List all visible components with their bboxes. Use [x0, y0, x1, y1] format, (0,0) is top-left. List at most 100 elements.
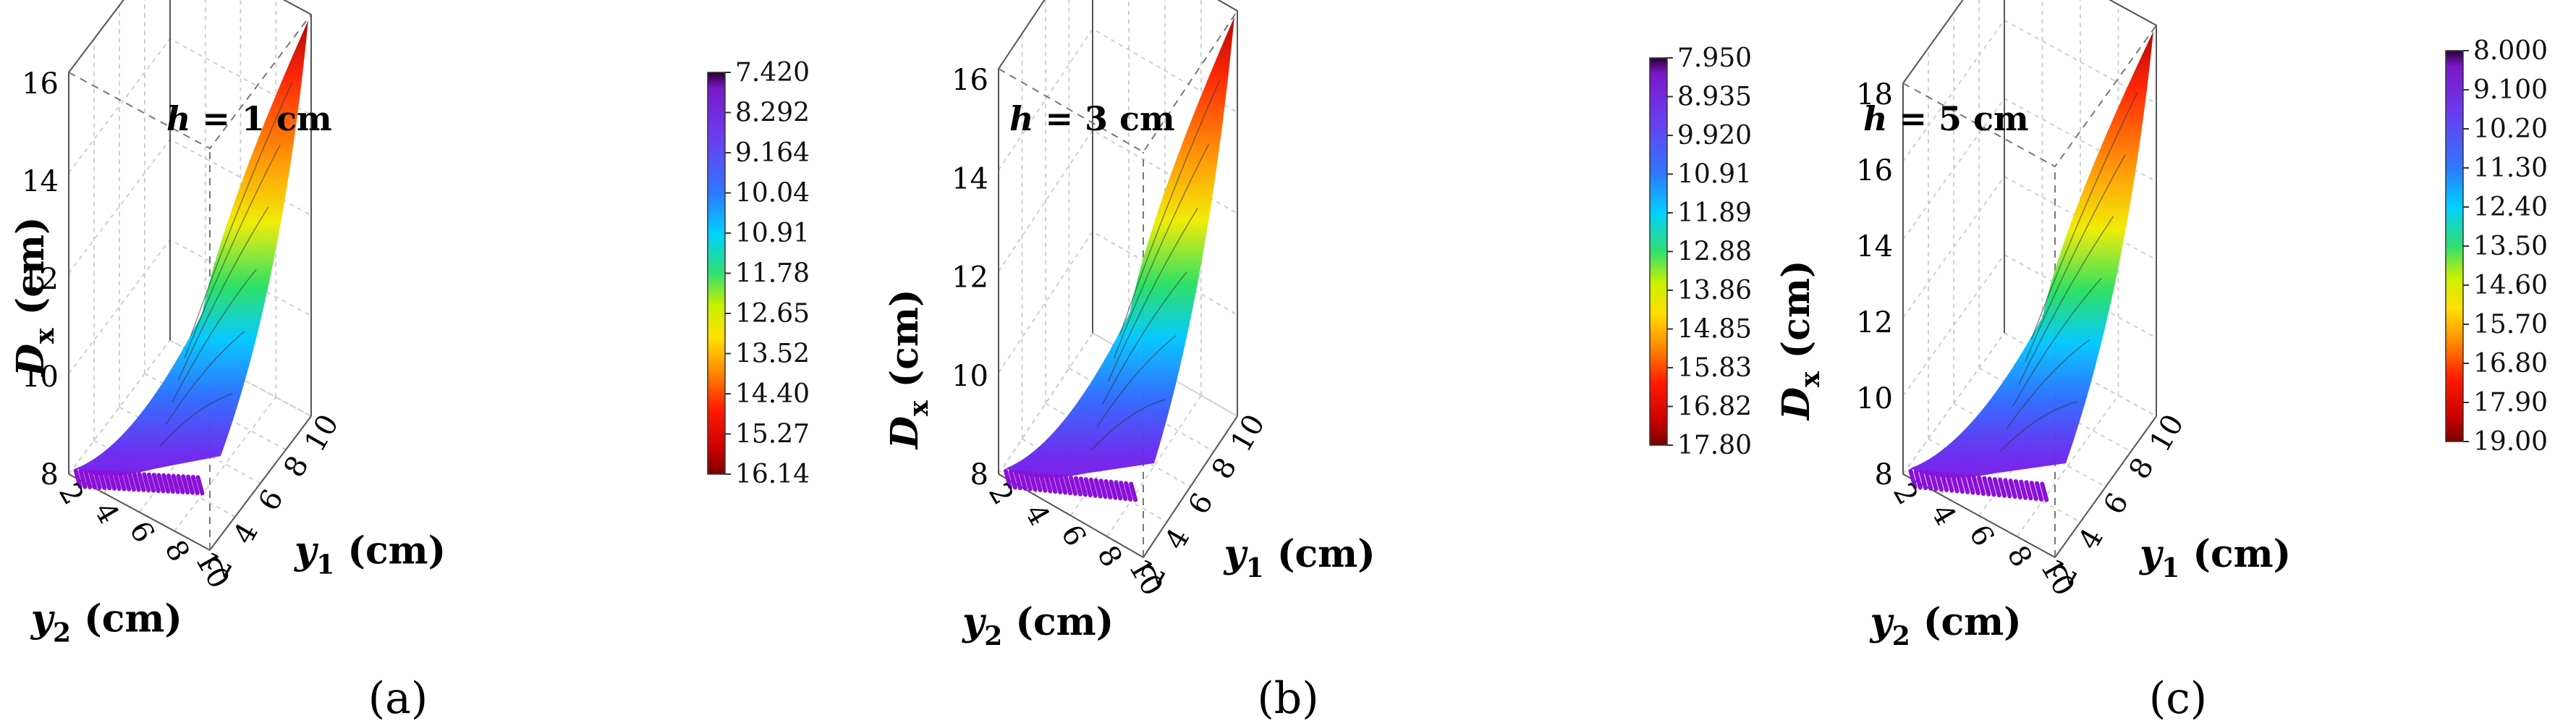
surface-edge-mark	[171, 473, 180, 494]
panel-caption: (c)	[2149, 673, 2207, 724]
z-axis-label: Dx (cm)	[883, 289, 934, 450]
contour-line	[2000, 400, 2078, 452]
y-axis-label: y1 (cm)	[2139, 532, 2291, 583]
x-tick-label: 4	[1018, 499, 1056, 531]
y-tick-label: 4	[226, 518, 265, 550]
colorbar-tick-label: 11.89	[1677, 198, 1752, 228]
surface-plot	[1910, 31, 2153, 478]
contour-line	[2030, 92, 2138, 340]
contour-line	[171, 269, 257, 403]
x-tick-label: 8	[1090, 540, 1129, 573]
colorbar-tick-label: 13.52	[735, 339, 810, 369]
surface-edge-mark	[1064, 475, 1073, 496]
y-tick-label: 4	[2072, 523, 2110, 555]
x-axis-label: y2 (cm)	[1870, 600, 2022, 651]
surface-edge-mark	[195, 475, 205, 496]
z-tick-label: 8	[1875, 458, 1893, 491]
contour-line	[190, 82, 293, 336]
surface-edge-mark	[1919, 470, 1928, 491]
surface-edge-mark	[1093, 478, 1103, 499]
x-axis-label: y2 (cm)	[962, 600, 1114, 651]
surface-edge-mark	[1982, 476, 1991, 497]
colorbar-tick-label: 12.40	[2473, 193, 2548, 222]
z-axis-label: Dx (cm)	[1774, 260, 1826, 421]
surface-edge-mark	[1103, 478, 1113, 499]
contour-line	[1113, 143, 1209, 358]
surface-edge-mark	[73, 468, 82, 489]
grid-line	[1106, 394, 1202, 537]
colorbar-tick-label: 11.78	[735, 259, 810, 289]
contour-line	[2006, 339, 2090, 429]
surface-edge-mark	[1109, 479, 1118, 500]
colorbar-tick-label: 14.85	[1677, 315, 1752, 345]
surface-edge-mark	[1098, 478, 1108, 499]
surface-edge-mark	[1083, 477, 1093, 498]
panel-annotation: h = 5 cm	[1863, 99, 2029, 138]
colorbar-tick-label: 10.91	[735, 219, 810, 248]
surface-edge-mark	[1033, 472, 1043, 493]
z-axis-label: Dx (cm)	[9, 216, 60, 378]
colorbar-tick-label: 9.100	[2473, 75, 2548, 105]
surface-edge-mark	[190, 475, 200, 496]
colorbar	[1649, 57, 1668, 446]
surface-edge-mark	[161, 473, 171, 494]
z-tick-label: 16	[1856, 154, 1893, 187]
surface-edge-mark	[1929, 470, 1939, 491]
surface-edge-mark	[1961, 473, 1970, 494]
surface-edge-mark	[2003, 478, 2012, 499]
z-tick-label: 8	[41, 458, 59, 491]
surface-edge-mark	[1048, 473, 1058, 494]
colorbar-tick-label: 7.950	[1677, 43, 1752, 73]
contour-line	[1090, 399, 1166, 451]
colorbar-tick-label: 8.935	[1677, 83, 1752, 112]
contour-line	[159, 393, 233, 447]
z-tick-label: 18	[1856, 78, 1893, 111]
colorbar-tick-label: 15.70	[2473, 310, 2548, 339]
surface-edge-mark	[1114, 480, 1123, 501]
x-tick-label: 6	[1962, 519, 2001, 552]
contour-line	[2018, 216, 2114, 384]
surface-edge-mark	[181, 474, 190, 495]
surface-edge-mark	[1054, 473, 1063, 494]
colorbar-tick-label: 9.920	[1677, 121, 1752, 151]
contour-line	[177, 206, 269, 381]
z-tick-label: 14	[952, 162, 988, 195]
colorbar-tick-label: 7.420	[735, 58, 810, 88]
colorbar-tick-label: 12.65	[735, 299, 810, 329]
surface-edge-mark	[2034, 481, 2043, 502]
contour-line	[2025, 154, 2126, 363]
y-axis-label: y1 (cm)	[1224, 532, 1376, 583]
colorbar-tick-label: 9.164	[735, 138, 810, 168]
surface-edge-mark	[1950, 473, 1959, 494]
surface-edge-mark	[1940, 472, 1949, 493]
surface-edge-mark	[1924, 470, 1933, 491]
surface-edge-mark	[1018, 470, 1028, 491]
surface-plot	[1006, 17, 1234, 478]
contour-line	[2012, 277, 2102, 407]
colorbar-tick-label: 11.30	[2473, 153, 2548, 183]
surface-edge-mark	[1987, 476, 1996, 497]
surface-edge-mark	[1073, 476, 1082, 497]
surface-edge-mark	[112, 470, 122, 491]
surface-edge-mark	[142, 472, 151, 493]
contour-line	[1102, 271, 1187, 405]
y-tick-label: 6	[252, 484, 290, 516]
y-tick-label: 4	[1158, 523, 1197, 555]
y-tick-label: 10	[2143, 409, 2190, 457]
z-tick-label: 14	[1856, 230, 1893, 263]
surface-edge-mark	[1124, 481, 1133, 502]
grid-line	[68, 0, 312, 73]
surface-edge-mark	[1013, 470, 1022, 491]
x-tick-label: 4	[1924, 499, 1962, 531]
surface-edge-mark	[132, 471, 141, 492]
colorbar-tick-label: 15.83	[1677, 353, 1752, 383]
y-tick-label: 8	[1206, 452, 1244, 485]
colorbar-tick-label: 10.04	[735, 179, 810, 208]
axis-frame	[998, 0, 1238, 474]
axis-frame	[1902, 0, 2157, 474]
panel-caption: (a)	[368, 673, 428, 724]
surface-edge-mark	[2013, 478, 2022, 499]
colorbar-tick-label: 13.50	[2473, 232, 2548, 261]
